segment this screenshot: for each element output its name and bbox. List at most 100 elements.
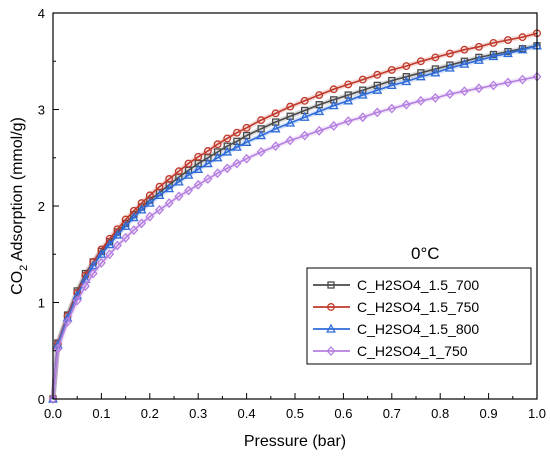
data-point — [328, 100, 339, 110]
y-axis-title-subscript: 2 — [18, 265, 30, 271]
data-point — [193, 179, 203, 190]
data-point — [445, 49, 454, 58]
y-tick-label: 0 — [38, 392, 45, 407]
series-line — [52, 32, 538, 400]
data-point — [174, 167, 183, 176]
data-point — [271, 109, 280, 118]
data-point — [105, 249, 115, 260]
data-point — [155, 204, 164, 215]
data-point — [72, 290, 83, 300]
data-point — [372, 84, 383, 94]
data-point — [222, 146, 233, 156]
legend-label: C_H2SO4_1.5_750 — [357, 299, 479, 315]
data-point — [401, 76, 412, 86]
data-point — [357, 89, 368, 99]
data-point — [474, 54, 484, 64]
data-point — [300, 96, 309, 105]
data-point — [503, 77, 513, 88]
y-axis-title: CO2 Adsorption (mmol/g) — [9, 117, 30, 295]
x-tick-label: 0.6 — [334, 406, 352, 421]
data-point — [445, 89, 455, 100]
legend-box — [306, 267, 532, 365]
data-point — [315, 91, 324, 99]
data-point — [444, 62, 455, 72]
data-point — [430, 67, 441, 77]
data-point — [518, 74, 527, 85]
data-point — [129, 225, 139, 236]
data-point — [104, 239, 115, 249]
data-point — [373, 70, 382, 79]
data-point — [300, 130, 310, 141]
data-point — [474, 42, 483, 51]
data-point — [343, 116, 353, 127]
data-point — [504, 36, 512, 44]
data-point — [232, 158, 242, 169]
data-point — [416, 57, 425, 66]
legend-label: C_H2SO4_1.5_800 — [357, 321, 479, 337]
temperature-annotation: 0°C — [411, 244, 440, 263]
data-point — [241, 136, 252, 146]
legend-entry: C_H2SO4_1.5_700 — [313, 277, 479, 293]
data-point — [387, 103, 397, 114]
data-point — [213, 168, 223, 179]
data-point — [128, 212, 139, 222]
data-point — [63, 316, 72, 327]
y-tick-label: 1 — [38, 296, 45, 311]
data-point — [286, 102, 295, 111]
data-point — [136, 204, 147, 214]
series-line — [52, 45, 538, 400]
data-point — [165, 175, 174, 183]
data-point — [517, 44, 528, 54]
data-point — [112, 240, 122, 251]
data-point — [193, 163, 204, 173]
data-point — [314, 125, 324, 136]
data-point — [459, 58, 470, 68]
data-point — [145, 211, 155, 222]
data-point — [120, 220, 131, 230]
data-point — [112, 229, 123, 239]
x-tick-label: 0.9 — [480, 406, 498, 421]
x-tick-label: 0.0 — [44, 406, 62, 421]
data-point — [173, 176, 184, 186]
data-point — [194, 152, 203, 161]
data-point — [299, 111, 310, 121]
data-point — [417, 69, 425, 77]
data-point — [183, 169, 194, 179]
data-point — [72, 295, 82, 306]
data-point — [154, 190, 165, 200]
data-point — [359, 86, 367, 94]
data-point — [488, 51, 499, 61]
data-point — [202, 158, 213, 168]
data-point — [203, 174, 213, 184]
legend: C_H2SO4_1.5_700 C_H2SO4_1.5_750 C_H2SO4_1.… — [306, 267, 532, 365]
data-point — [96, 257, 106, 268]
data-point — [80, 281, 90, 292]
data-point — [518, 33, 527, 42]
data-point — [232, 128, 241, 137]
data-point — [344, 80, 353, 89]
data-point — [503, 48, 513, 58]
x-tick-label: 0.1 — [92, 406, 110, 421]
data-point — [431, 53, 440, 62]
data-point — [489, 38, 498, 47]
data-point — [113, 225, 122, 234]
data-point — [343, 95, 354, 105]
data-point — [402, 73, 410, 81]
y-axis-title-main: CO — [9, 271, 26, 295]
axes-layer: 0.0 0.1 0.2 0.3 0.4 0.5 0.6 0.7 0.8 0.9 1.0 0 1 2 3 4 — [38, 6, 546, 421]
data-point — [164, 198, 174, 209]
data-point — [358, 75, 367, 84]
data-point — [358, 112, 368, 123]
legend-label: C_H2SO4_1.5_700 — [357, 277, 479, 293]
data-point — [285, 117, 296, 127]
data-point — [387, 65, 396, 74]
data-point — [242, 123, 251, 132]
data-point — [270, 123, 281, 133]
series-4 — [48, 71, 542, 404]
data-point — [88, 268, 98, 279]
data-point — [53, 343, 63, 354]
data-point — [96, 248, 107, 258]
legend-swatch-marker — [327, 281, 335, 289]
data-point — [144, 197, 155, 207]
data-point — [388, 76, 396, 85]
